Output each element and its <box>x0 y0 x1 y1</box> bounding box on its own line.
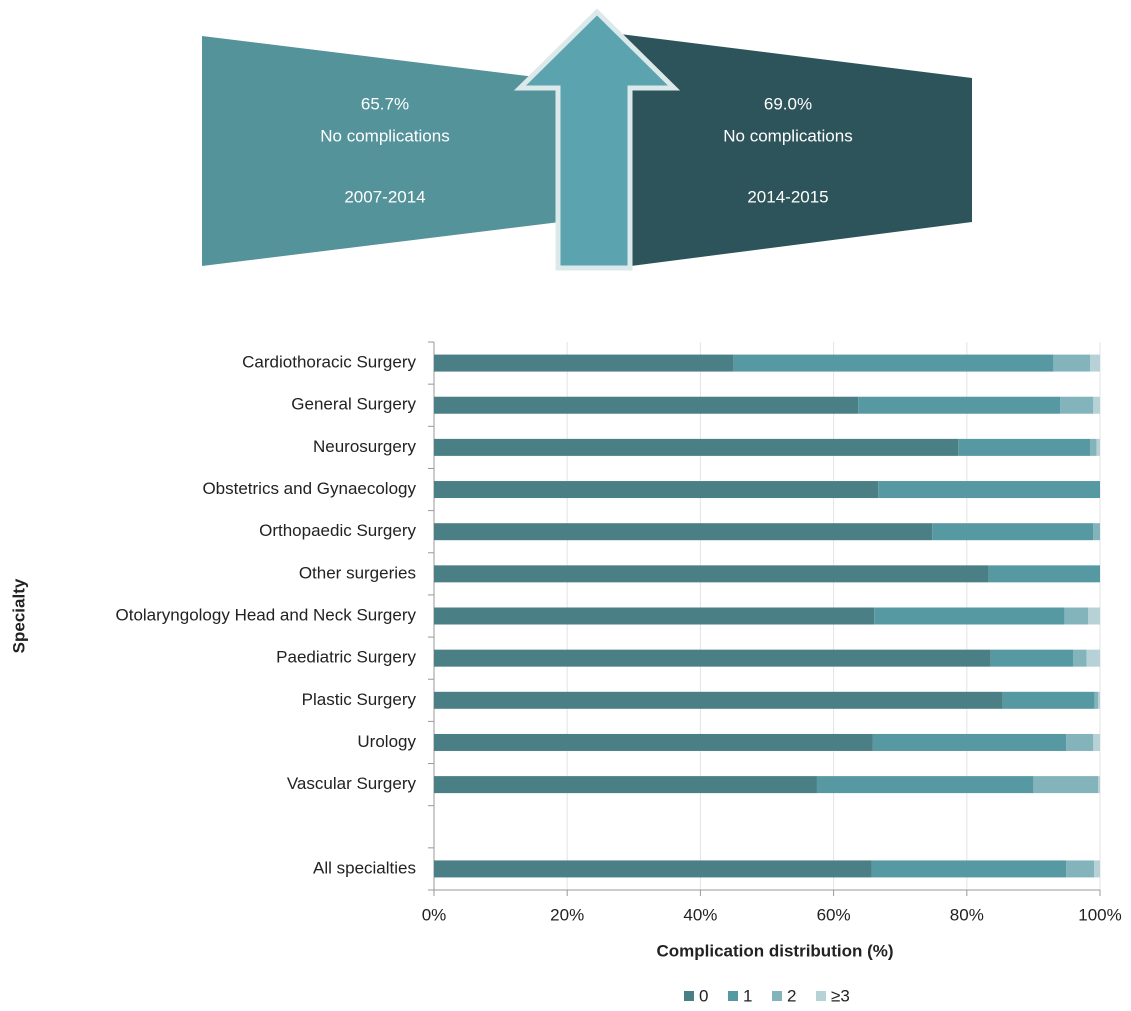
x-tick-label: 40% <box>683 905 717 924</box>
bar-segment <box>1088 607 1100 625</box>
bar-segment <box>434 776 817 794</box>
bar-segment <box>872 733 1067 751</box>
bar-segment <box>434 438 959 456</box>
bar-segment <box>1066 733 1094 751</box>
bar-segment <box>1090 354 1100 372</box>
y-tick-label: General Surgery <box>291 395 416 414</box>
bar-segment <box>434 481 879 499</box>
bar-segment <box>1098 691 1100 709</box>
y-tick-label: Obstetrics and Gynaecology <box>202 479 416 498</box>
panel-value: 65.7% <box>361 94 409 113</box>
bar-segment <box>733 354 1054 372</box>
legend-label: 1 <box>743 986 752 1005</box>
bar-segment <box>990 649 1074 667</box>
right-panel <box>600 34 972 270</box>
bar-segment <box>1098 776 1100 794</box>
bar-segment <box>878 481 1100 499</box>
legend-label: ≥3 <box>831 986 850 1005</box>
bar-segment <box>1093 733 1100 751</box>
arrow <box>513 8 681 271</box>
bar-segment <box>1096 438 1100 456</box>
y-tick-label: Other surgeries <box>299 563 416 582</box>
bar-segment <box>434 649 991 667</box>
bar-segment <box>1086 649 1100 667</box>
y-tick-label: Vascular Surgery <box>287 774 417 793</box>
legend-swatch <box>772 991 782 1001</box>
y-axis-title: Specialty <box>9 578 28 653</box>
bar-segment <box>434 523 933 541</box>
y-tick-label: All specialties <box>313 858 416 877</box>
x-axis-title: Complication distribution (%) <box>656 941 893 960</box>
y-tick-label: Urology <box>357 732 416 751</box>
x-tick-label: 100% <box>1078 905 1121 924</box>
bar-segment <box>1090 438 1097 456</box>
y-tick-label: Cardiothoracic Surgery <box>242 353 416 372</box>
legend-swatch <box>728 991 738 1001</box>
y-tick-label: Otolaryngology Head and Neck Surgery <box>116 605 417 624</box>
bar-segment <box>1094 691 1099 709</box>
bar-segment <box>1060 396 1094 414</box>
y-tick-label: Paediatric Surgery <box>276 648 416 667</box>
legend-swatch <box>684 991 694 1001</box>
y-tick-label: Neurosurgery <box>313 437 416 456</box>
bar-segment <box>434 354 734 372</box>
legend-swatch <box>816 991 826 1001</box>
bar-segment <box>434 565 989 583</box>
bar-segment <box>434 607 875 625</box>
bar-segment <box>1002 691 1095 709</box>
panel-label: No complications <box>723 126 852 145</box>
x-tick-label: 60% <box>817 905 851 924</box>
bar-segment <box>1053 354 1091 372</box>
bar-segment <box>958 438 1091 456</box>
bar-segment <box>1073 649 1087 667</box>
y-tick-label: Plastic Surgery <box>302 690 417 709</box>
legend-label: 0 <box>699 986 708 1005</box>
x-tick-label: 20% <box>550 905 584 924</box>
bar-segment <box>434 860 872 878</box>
legend-label: 2 <box>787 986 796 1005</box>
bar-segment <box>1093 523 1100 541</box>
left-panel <box>202 36 560 266</box>
bar-segment <box>434 691 1003 709</box>
bar-segment <box>874 607 1065 625</box>
bar-segment <box>1094 860 1100 878</box>
bar-segment <box>434 396 859 414</box>
bar-segment <box>1064 607 1089 625</box>
x-tick-label: 0% <box>422 905 447 924</box>
bar-segment <box>988 565 1100 583</box>
bar-segment <box>1066 860 1095 878</box>
bar-segment <box>816 776 1034 794</box>
y-tick-label: Orthopaedic Surgery <box>259 521 416 540</box>
bar-segment <box>434 733 873 751</box>
bar-segment <box>1033 776 1099 794</box>
bar-segment <box>1093 396 1100 414</box>
bar-segment <box>871 860 1067 878</box>
panel-label: No complications <box>320 126 449 145</box>
bar-segment <box>858 396 1061 414</box>
panel-period: 2007-2014 <box>344 187 425 206</box>
x-tick-label: 80% <box>950 905 984 924</box>
panel-period: 2014-2015 <box>747 187 828 206</box>
bar-segment <box>932 523 1094 541</box>
panel-value: 69.0% <box>764 94 812 113</box>
